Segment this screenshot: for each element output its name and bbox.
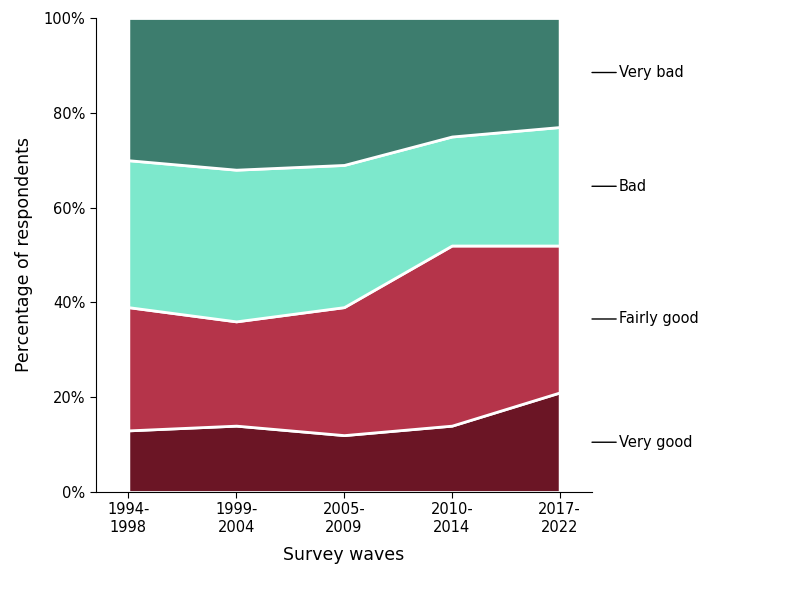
X-axis label: Survey waves: Survey waves <box>283 546 405 564</box>
Text: Bad: Bad <box>592 179 647 194</box>
Y-axis label: Percentage of respondents: Percentage of respondents <box>14 137 33 373</box>
Text: Very good: Very good <box>592 435 693 450</box>
Text: Very bad: Very bad <box>592 65 684 80</box>
Text: Fairly good: Fairly good <box>592 311 698 326</box>
